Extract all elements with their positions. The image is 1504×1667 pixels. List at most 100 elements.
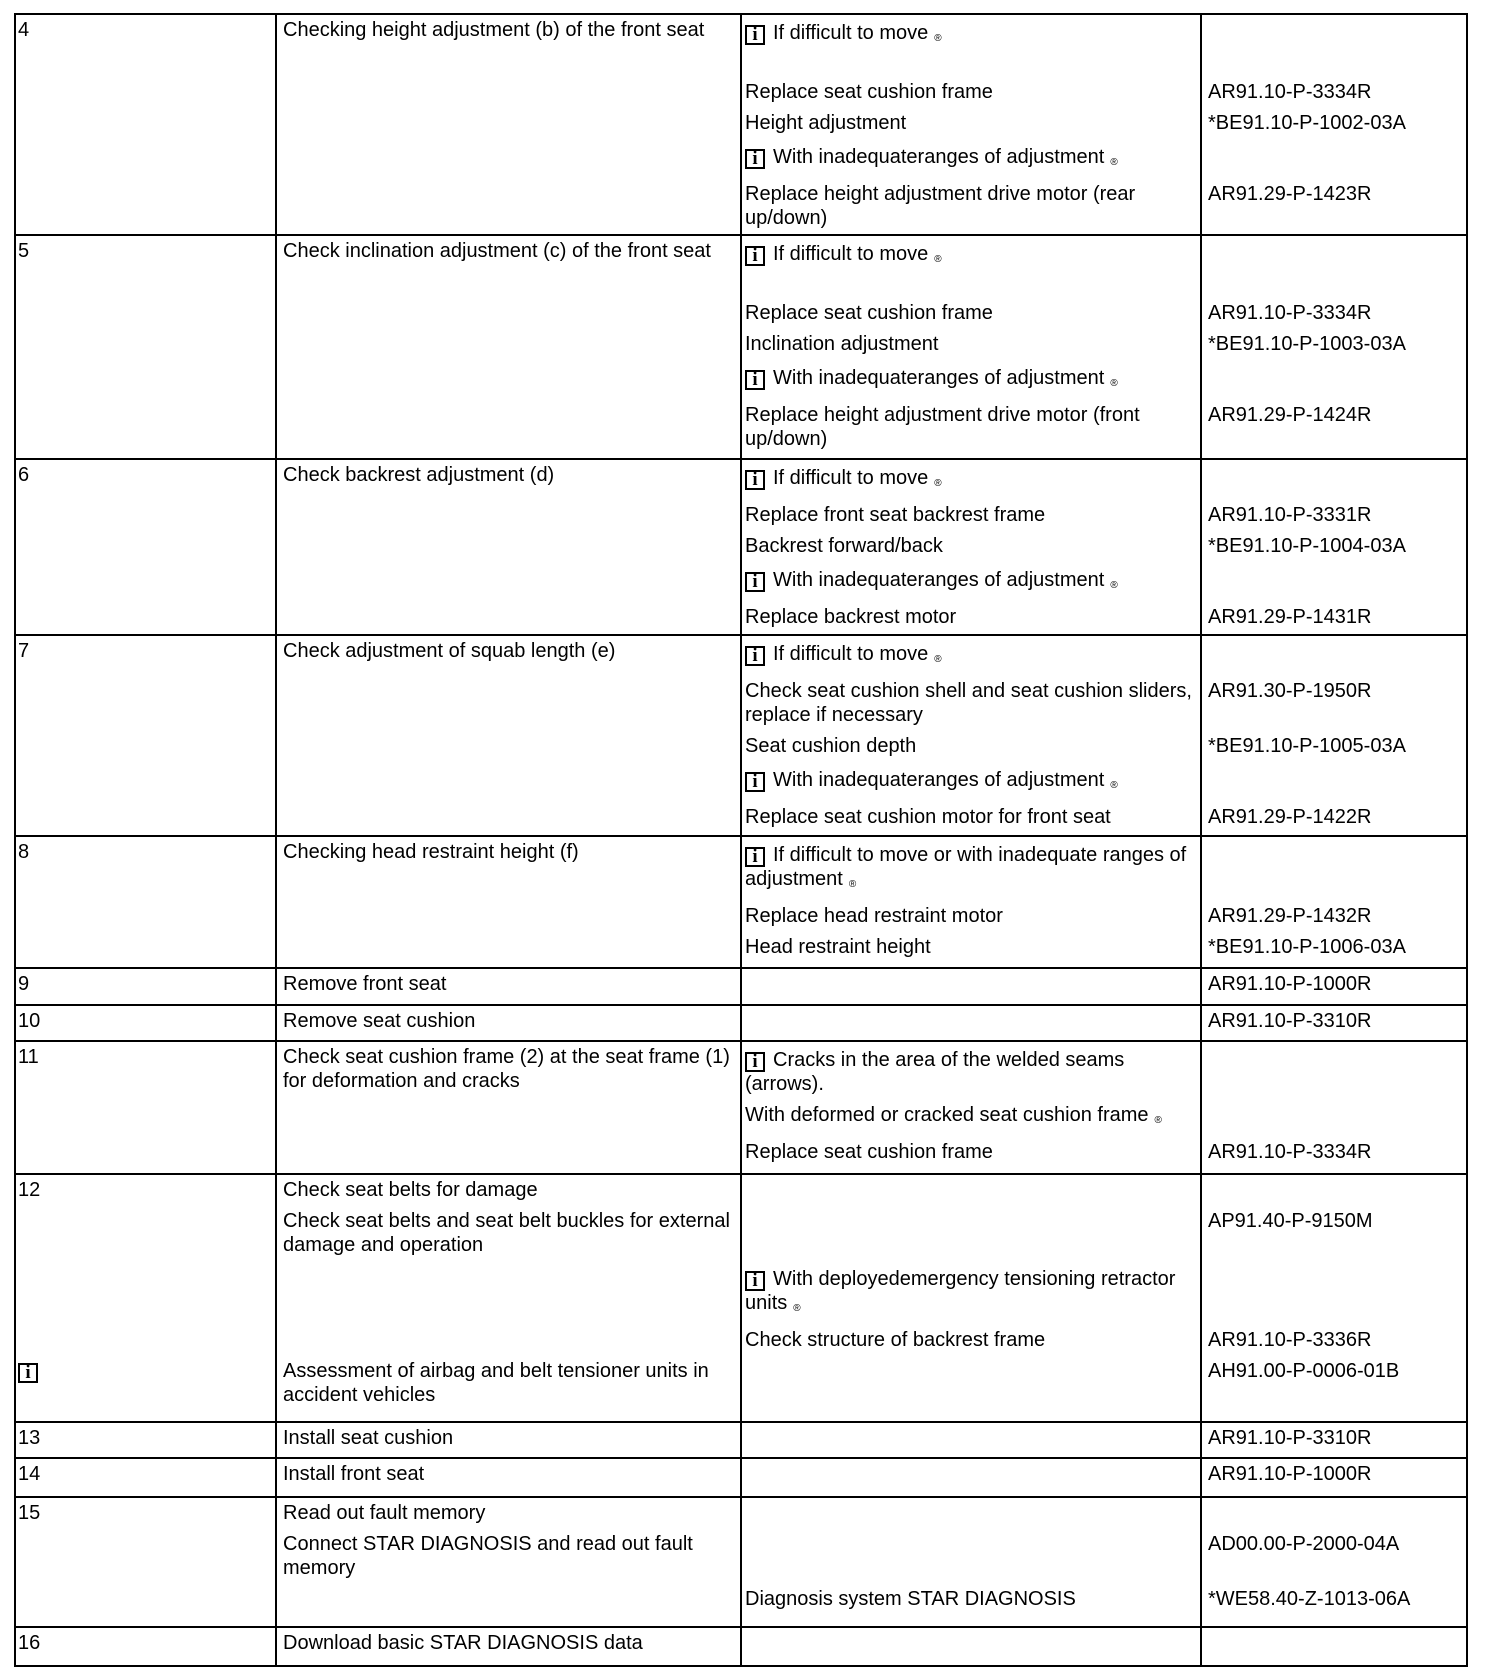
action-cell: Assessment of airbag and belt tensioner … bbox=[277, 1356, 742, 1421]
reference-link[interactable]: AR91.29-P-1424R bbox=[1208, 404, 1372, 426]
note-cell: i If difficult to move ® bbox=[742, 636, 1202, 676]
registered-mark: ® bbox=[934, 33, 942, 44]
reference-link[interactable]: AR91.10-P-3310R bbox=[1208, 1427, 1372, 1449]
reference-link[interactable]: AR91.10-P-3310R bbox=[1208, 1010, 1372, 1032]
action-cell bbox=[277, 562, 742, 602]
table-subrow: Head restraint height *BE91.10-P-1006-03A bbox=[16, 932, 1468, 967]
info-icon[interactable]: i bbox=[745, 646, 765, 666]
reference-cell: AR91.10-P-3336R bbox=[1202, 1325, 1468, 1356]
action-cell: Remove front seat bbox=[277, 969, 742, 1004]
info-icon[interactable]: i bbox=[745, 25, 765, 45]
reference-cell bbox=[1202, 837, 1468, 901]
action-text: Remove front seat bbox=[283, 973, 447, 995]
note-text: If difficult to move bbox=[773, 22, 929, 44]
action-text: Check inclination adjustment (c) of the … bbox=[283, 240, 711, 262]
reference-link[interactable]: *BE91.10-P-1004-03A bbox=[1208, 535, 1406, 557]
info-icon[interactable]: i bbox=[18, 1363, 38, 1383]
reference-link[interactable]: AR91.10-P-3334R bbox=[1208, 81, 1372, 103]
note-text: If difficult to move or with inadequate … bbox=[745, 844, 1187, 890]
table-row: 4 Checking height adjustment (b) of the f… bbox=[16, 15, 1468, 236]
note-cell: Height adjustment bbox=[742, 108, 1202, 139]
note-text: Replace backrest motor bbox=[745, 606, 957, 628]
note-text: With inadequateranges of adjustment bbox=[773, 569, 1105, 591]
step-number-cell bbox=[16, 731, 277, 762]
reference-link[interactable]: AP91.40-P-9150M bbox=[1208, 1210, 1373, 1232]
step-number: 14 bbox=[18, 1463, 41, 1485]
reference-cell: AP91.40-P-9150M bbox=[1202, 1206, 1468, 1261]
note-text: Replace seat cushion frame bbox=[745, 81, 993, 103]
reference-link[interactable]: AR91.29-P-1431R bbox=[1208, 606, 1372, 628]
note-text: Check seat cushion shell and seat cushio… bbox=[745, 680, 1192, 726]
reference-link[interactable]: *BE91.10-P-1003-03A bbox=[1208, 333, 1406, 355]
note-cell: Check seat cushion shell and seat cushio… bbox=[742, 676, 1202, 731]
action-cell bbox=[277, 731, 742, 762]
reference-cell: *BE91.10-P-1006-03A bbox=[1202, 932, 1468, 967]
step-number-cell: 15 bbox=[16, 1498, 277, 1529]
table-row: 10 Remove seat cushion AR91.10-P-3310R bbox=[16, 1006, 1468, 1042]
info-icon[interactable]: i bbox=[745, 149, 765, 169]
action-cell bbox=[277, 676, 742, 731]
reference-link[interactable]: AR91.10-P-3331R bbox=[1208, 504, 1372, 526]
reference-link[interactable]: AR91.30-P-1950R bbox=[1208, 680, 1372, 702]
reference-link[interactable]: AR91.29-P-1432R bbox=[1208, 905, 1372, 927]
reference-link[interactable]: AR91.29-P-1423R bbox=[1208, 183, 1372, 205]
step-number-cell bbox=[16, 1137, 277, 1173]
action-text: Read out fault memory bbox=[283, 1502, 486, 1524]
action-text: Check seat belts for damage bbox=[283, 1179, 538, 1201]
action-text: Install front seat bbox=[283, 1463, 425, 1485]
note-text: Head restraint height bbox=[745, 936, 931, 958]
step-number: 7 bbox=[18, 640, 30, 662]
step-number-cell bbox=[16, 562, 277, 602]
table-subrow: i With inadequateranges of adjustment ® bbox=[16, 762, 1468, 802]
note-cell: i With inadequateranges of adjustment ® bbox=[742, 360, 1202, 400]
reference-link[interactable]: *BE91.10-P-1002-03A bbox=[1208, 112, 1406, 134]
step-number-cell: 10 bbox=[16, 1006, 277, 1040]
step-number: 5 bbox=[18, 240, 30, 262]
reference-cell bbox=[1202, 460, 1468, 500]
reference-cell: AR91.10-P-1000R bbox=[1202, 1459, 1468, 1496]
info-icon[interactable]: i bbox=[745, 572, 765, 592]
registered-mark: ® bbox=[934, 478, 942, 489]
table-subrow: 4 Checking height adjustment (b) of the f… bbox=[16, 15, 1468, 77]
reference-link[interactable]: AR91.10-P-3334R bbox=[1208, 302, 1372, 324]
reference-link[interactable]: AR91.10-P-1000R bbox=[1208, 1463, 1372, 1485]
note-cell: Diagnosis system STAR DIAGNOSIS bbox=[742, 1584, 1202, 1626]
info-icon[interactable]: i bbox=[745, 470, 765, 490]
info-icon[interactable]: i bbox=[745, 1271, 765, 1291]
reference-cell: AR91.30-P-1950R bbox=[1202, 676, 1468, 731]
reference-link[interactable]: AR91.10-P-3336R bbox=[1208, 1329, 1372, 1351]
step-number-cell: 16 bbox=[16, 1628, 277, 1665]
table-subrow: 5 Check inclination adjustment (c) of the… bbox=[16, 236, 1468, 298]
reference-link[interactable]: AD00.00-P-2000-04A bbox=[1208, 1533, 1400, 1555]
info-icon[interactable]: i bbox=[745, 1052, 765, 1072]
registered-mark: ® bbox=[793, 1303, 801, 1314]
step-number-cell: 13 bbox=[16, 1423, 277, 1457]
note-text: Replace seat cushion frame bbox=[745, 302, 993, 324]
note-cell: i With inadequateranges of adjustment ® bbox=[742, 762, 1202, 802]
info-icon[interactable]: i bbox=[745, 847, 765, 867]
reference-link[interactable]: AR91.10-P-1000R bbox=[1208, 973, 1372, 995]
action-cell bbox=[277, 531, 742, 562]
table-subrow: Inclination adjustment *BE91.10-P-1003-03… bbox=[16, 329, 1468, 360]
action-cell bbox=[277, 762, 742, 802]
info-icon[interactable]: i bbox=[745, 772, 765, 792]
reference-link[interactable]: AR91.10-P-3334R bbox=[1208, 1141, 1372, 1163]
table-subrow: 8 Checking head restraint height (f) i If d… bbox=[16, 837, 1468, 901]
info-icon[interactable]: i bbox=[745, 370, 765, 390]
action-cell bbox=[277, 901, 742, 932]
note-cell: Replace height adjustment drive motor (f… bbox=[742, 400, 1202, 458]
registered-mark: ® bbox=[934, 254, 942, 265]
table-subrow: 11 Check seat cushion frame (2) at the se… bbox=[16, 1042, 1468, 1100]
info-icon[interactable]: i bbox=[745, 246, 765, 266]
reference-link[interactable]: AH91.00-P-0006-01B bbox=[1208, 1360, 1400, 1382]
table-row: 9 Remove front seat AR91.10-P-1000R bbox=[16, 969, 1468, 1006]
action-cell: Install front seat bbox=[277, 1459, 742, 1496]
table-row: 16 Download basic STAR DIAGNOSIS data bbox=[16, 1628, 1468, 1667]
table-row: 5 Check inclination adjustment (c) of the… bbox=[16, 236, 1468, 460]
reference-link[interactable]: AR91.29-P-1422R bbox=[1208, 806, 1372, 828]
reference-link[interactable]: *WE58.40-Z-1013-06A bbox=[1208, 1588, 1411, 1610]
reference-link[interactable]: *BE91.10-P-1006-03A bbox=[1208, 936, 1406, 958]
reference-link[interactable]: *BE91.10-P-1005-03A bbox=[1208, 735, 1406, 757]
action-cell bbox=[277, 77, 742, 108]
note-cell: Inclination adjustment bbox=[742, 329, 1202, 360]
